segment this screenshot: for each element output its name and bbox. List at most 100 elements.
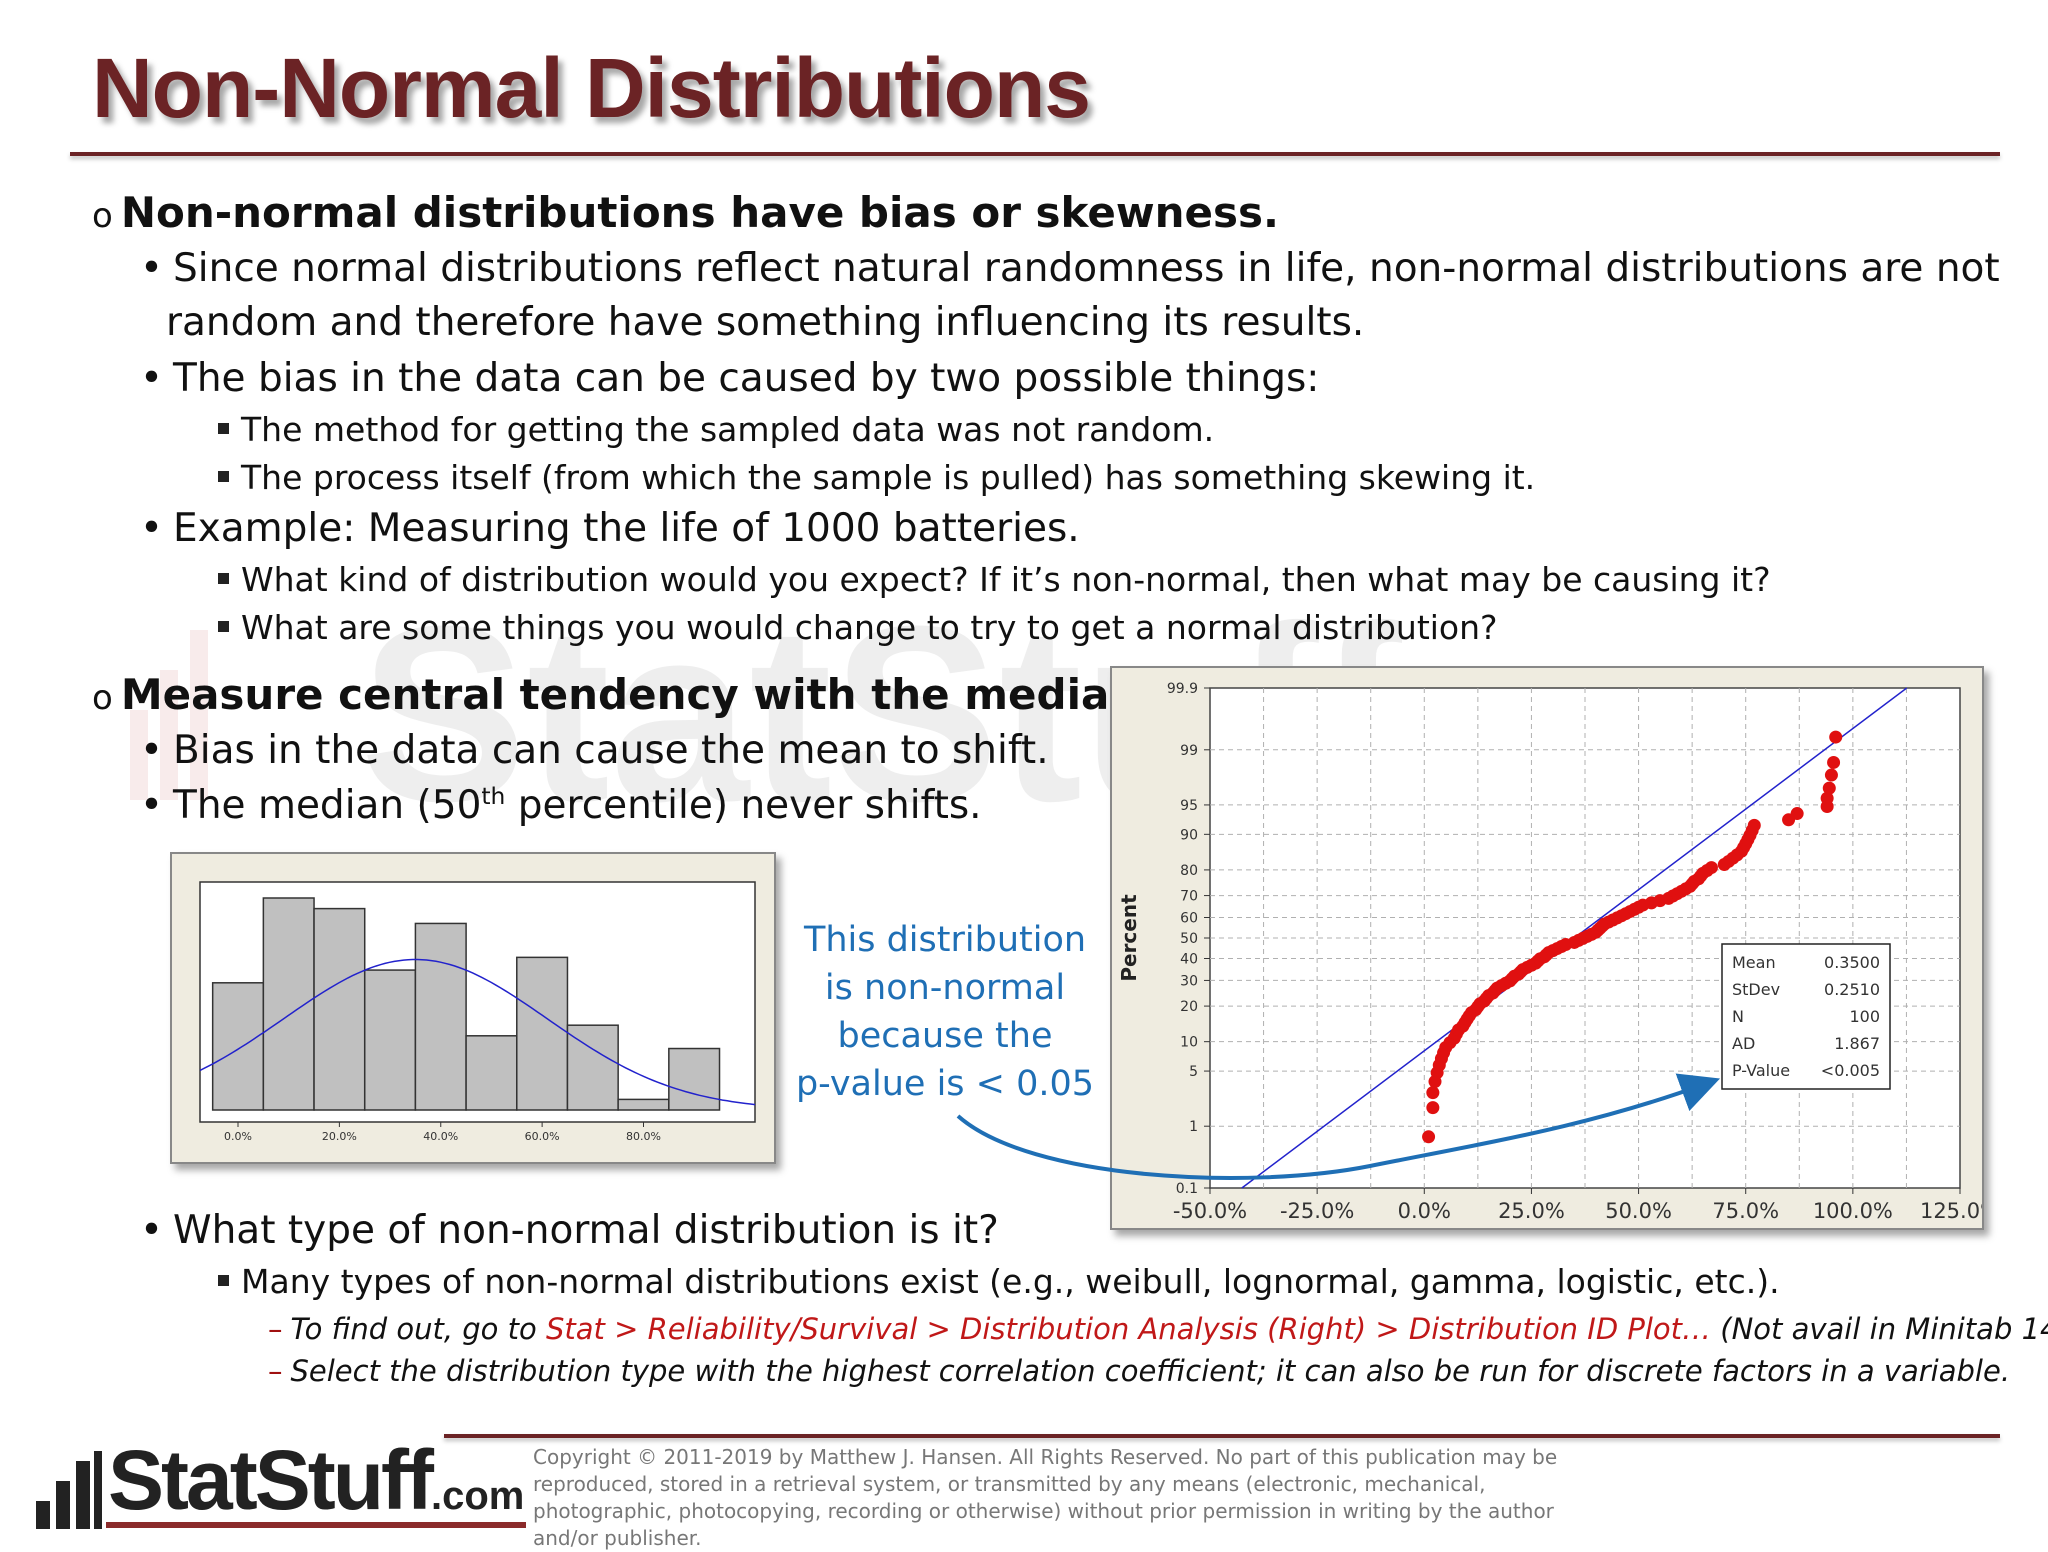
sub-bullet-expected-distribution: What kind of distribution would you expe… <box>218 560 1771 599</box>
data-point <box>1426 1101 1440 1115</box>
x-tick-label: 80.0% <box>626 1130 661 1143</box>
probability-plot-panel: -50.0% -25.0% 0.0% 25.0% 50.0% 75.0% 100.0% 125… <box>1110 666 2015 1230</box>
x-tick-label: 125.0% <box>1920 1199 1982 1223</box>
y-tick-label: 95 <box>1180 798 1198 814</box>
bullet-dot-icon: • <box>140 506 164 551</box>
y-tick-label: 50 <box>1180 931 1198 947</box>
x-tick-label: 0.0% <box>1398 1199 1451 1223</box>
dash-bullet-icon: – <box>268 1312 283 1346</box>
histogram-bar <box>465 1035 518 1111</box>
bullet-natural-randomness-cont: random and therefore have something infl… <box>166 300 1365 345</box>
stats-box <box>1721 943 1891 1090</box>
histogram-bar <box>617 1098 670 1111</box>
bullet-natural-randomness: • Since normal distributions reflect natu… <box>140 246 2000 291</box>
bullet-distribution-type: • What type of non-normal distribution is… <box>140 1208 999 1253</box>
logo-bars-icon <box>36 1451 102 1529</box>
y-tick-label: 0.1 <box>1176 1181 1198 1197</box>
non-normal-annotation: This distribution is non-normal because … <box>795 920 1095 1104</box>
x-tick-label: 100.0% <box>1813 1199 1893 1223</box>
stats-value: <0.005 <box>1821 1061 1880 1080</box>
dash-bullet-icon: – <box>268 1354 283 1388</box>
data-point <box>1822 781 1836 795</box>
x-tick-label: 50.0% <box>1605 1199 1672 1223</box>
stats-label: N <box>1732 1007 1744 1026</box>
section-heading-bias: o Non-normal distributions have bias or s… <box>92 188 1279 237</box>
data-point <box>1820 791 1834 805</box>
annotation-arrow <box>956 1073 1721 1180</box>
x-tick-label: 75.0% <box>1712 1199 1779 1223</box>
x-tick-label: 20.0% <box>322 1130 357 1143</box>
sub-bullet-process-skew: The process itself (from which the sampl… <box>218 458 1535 497</box>
stats-value: 100 <box>1849 1007 1880 1026</box>
sub-bullet-changes: What are some things you would change to… <box>218 608 1498 647</box>
data-point <box>1426 1086 1440 1100</box>
y-axis-label: Percent <box>1117 894 1141 982</box>
bullet-dot-icon: • <box>140 728 164 773</box>
square-bullet-icon <box>218 423 229 434</box>
bullet-dot-icon: • <box>140 1208 164 1253</box>
bullet-battery-example: • Example: Measuring the life of 1000 bat… <box>140 506 1080 551</box>
histogram-bar <box>363 969 417 1111</box>
bullet-dot-icon: • <box>140 356 164 401</box>
level1-bullet-icon: o <box>92 196 113 236</box>
bullet-bias-causes: • The bias in the data can be caused by t… <box>140 356 1320 401</box>
copyright-notice: Copyright © 2011-2019 by Matthew J. Hans… <box>533 1445 1558 1550</box>
data-point <box>1747 818 1761 832</box>
data-point <box>1824 768 1838 782</box>
y-tick-label: 99 <box>1180 743 1198 759</box>
histogram-bar <box>211 982 265 1111</box>
stats-label: Mean <box>1732 953 1776 972</box>
dash-menu-path: – To find out, go to Stat > Reliability/S… <box>268 1312 2048 1346</box>
data-point <box>1704 861 1718 875</box>
stats-label: AD <box>1732 1034 1755 1053</box>
square-bullet-icon <box>218 471 229 482</box>
footer-divider <box>444 1434 2000 1438</box>
y-tick-label: 80 <box>1180 863 1198 879</box>
x-tick-label: -50.0% <box>1173 1199 1247 1223</box>
title-divider <box>70 152 2000 156</box>
bullet-median-never-shifts: • The median (50th percentile) never shif… <box>140 782 982 828</box>
histogram-bar <box>313 907 366 1111</box>
data-point <box>1790 807 1804 821</box>
histogram-chart-panel: 0.0% 20.0% 40.0% 60.0% 80.0% <box>170 852 776 1164</box>
y-tick-label: 10 <box>1180 1035 1198 1051</box>
sub-bullet-types-exist: Many types of non-normal distributions e… <box>218 1262 1780 1301</box>
sub-bullet-sampling-method: The method for getting the sampled data … <box>218 410 1214 449</box>
section-heading-median: o Measure central tendency with the media… <box>92 670 1156 719</box>
statstuff-logo: StatStuff.com <box>34 1432 526 1529</box>
y-tick-label: 90 <box>1180 827 1198 843</box>
y-tick-label: 40 <box>1180 951 1198 967</box>
histogram-bar <box>668 1047 721 1111</box>
square-bullet-icon <box>218 621 229 632</box>
data-point <box>1827 755 1841 769</box>
y-tick-label: 99.9 <box>1167 681 1198 697</box>
y-tick-label: 1 <box>1189 1119 1198 1135</box>
stats-value: 0.2510 <box>1824 980 1880 999</box>
histogram-bar <box>566 1024 619 1111</box>
y-tick-label: 20 <box>1180 999 1198 1015</box>
normal-curve <box>199 958 756 1106</box>
histogram-bar <box>516 956 569 1111</box>
stats-value: 0.3500 <box>1824 953 1880 972</box>
y-tick-label: 30 <box>1180 973 1198 989</box>
bullet-mean-shift: • Bias in the data can cause the mean to … <box>140 728 1049 773</box>
dash-correlation: – Select the distribution type with the h… <box>268 1354 2011 1388</box>
x-tick-label: 25.0% <box>1498 1199 1565 1223</box>
y-tick-label: 60 <box>1180 911 1198 927</box>
stats-value: 1.867 <box>1834 1034 1880 1053</box>
x-tick-label: 40.0% <box>423 1130 458 1143</box>
y-tick-label: 5 <box>1189 1064 1198 1080</box>
y-tick-label: 70 <box>1180 889 1198 905</box>
slide-title: Non-Normal Distributions <box>92 41 1091 135</box>
data-point <box>1829 730 1843 744</box>
x-tick-label: 0.0% <box>224 1130 252 1143</box>
x-tick-label: -25.0% <box>1280 1199 1354 1223</box>
stats-label: P-Value <box>1732 1061 1790 1080</box>
logo-underline <box>106 1522 526 1528</box>
probability-plot: -50.0% -25.0% 0.0% 25.0% 50.0% 75.0% 100.0% 125… <box>1117 681 2015 1223</box>
histogram-bar <box>262 897 315 1111</box>
level1-bullet-icon: o <box>92 678 113 718</box>
x-tick-label: 60.0% <box>525 1130 560 1143</box>
square-bullet-icon <box>218 1275 229 1286</box>
bullet-dot-icon: • <box>140 783 164 828</box>
